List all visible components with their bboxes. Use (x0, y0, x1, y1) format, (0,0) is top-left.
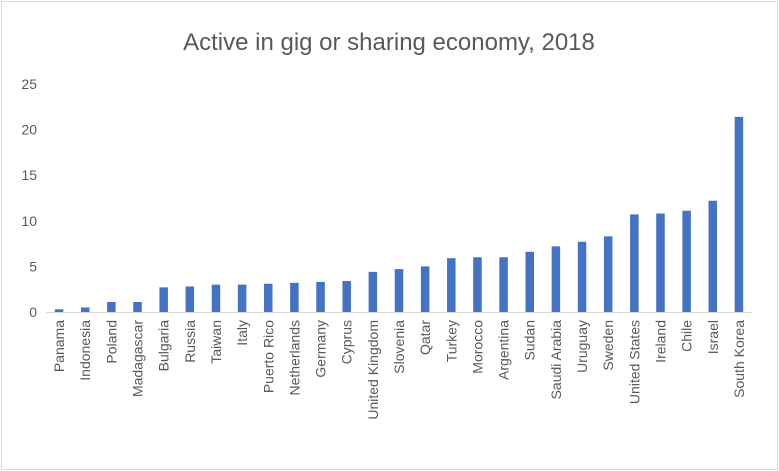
x-tick-label: Netherlands (286, 320, 302, 396)
bar (80, 307, 90, 312)
chart-title: Active in gig or sharing economy, 2018 (183, 29, 595, 56)
bar (525, 251, 534, 312)
y-tick-label: 10 (21, 213, 37, 229)
x-tick-label: Russia (182, 320, 198, 363)
x-tick-label: Poland (103, 320, 119, 364)
bar (264, 283, 273, 312)
bar (420, 266, 430, 312)
bars (54, 116, 744, 312)
bar (316, 281, 325, 312)
bar (577, 241, 587, 312)
x-tick-label: Cyprus (339, 320, 355, 364)
x-tick-label: United Kingdom (365, 320, 381, 420)
bar (290, 282, 299, 312)
bar (447, 258, 456, 312)
bar (133, 301, 142, 312)
x-tick-label: United States (626, 320, 642, 404)
x-tick-label: Slovenia (391, 320, 407, 374)
x-tick-label: Italy (234, 320, 250, 346)
y-tick-label: 5 (29, 258, 37, 274)
bar (499, 257, 508, 312)
x-tick-label: Turkey (443, 320, 459, 362)
x-tick-label: Argentina (496, 320, 512, 380)
bar (211, 284, 221, 312)
x-tick-label: Morocco (469, 320, 485, 374)
bar (682, 210, 691, 312)
x-tick-label: Qatar (417, 320, 433, 355)
x-tick-label: Sudan (522, 320, 538, 360)
y-axis: 0 5 10 15 20 25 (21, 76, 37, 320)
x-tick-label: Uruguay (574, 320, 590, 373)
bar (54, 309, 64, 312)
y-tick-label: 15 (21, 167, 37, 183)
x-tick-label: Israel (705, 320, 721, 354)
bar (734, 116, 744, 312)
bar (368, 271, 378, 312)
bar (473, 257, 482, 312)
x-tick-label: Madagascar (130, 320, 146, 397)
x-tick-label: Saudi Arabia (548, 320, 564, 400)
bar (708, 200, 718, 312)
bar (394, 269, 404, 312)
x-tick-label: Puerto Rico (260, 320, 276, 393)
x-tick-label: Bulgaria (156, 320, 172, 372)
x-tick-label: Sweden (600, 320, 616, 371)
y-tick-label: 25 (21, 76, 37, 92)
bar (237, 284, 247, 312)
bar (551, 246, 561, 312)
x-tick-label: South Korea (731, 320, 747, 398)
bar (159, 287, 168, 312)
x-axis: Panama Indonesia Poland Madagascar Bulgaria R… (51, 320, 747, 420)
x-tick-label: Panama (51, 320, 67, 372)
bar (630, 214, 639, 312)
y-tick-label: 20 (21, 122, 37, 138)
y-tick-label: 0 (29, 304, 37, 320)
bar (656, 213, 665, 312)
x-tick-label: Ireland (652, 320, 668, 363)
x-tick-label: Chile (679, 320, 695, 352)
x-tick-label: Taiwan (208, 320, 224, 364)
bar (342, 280, 351, 312)
x-tick-label: Germany (313, 320, 329, 378)
bar (603, 236, 613, 312)
x-tick-label: Indonesia (77, 320, 93, 381)
bar (185, 286, 195, 312)
bar (107, 301, 116, 312)
